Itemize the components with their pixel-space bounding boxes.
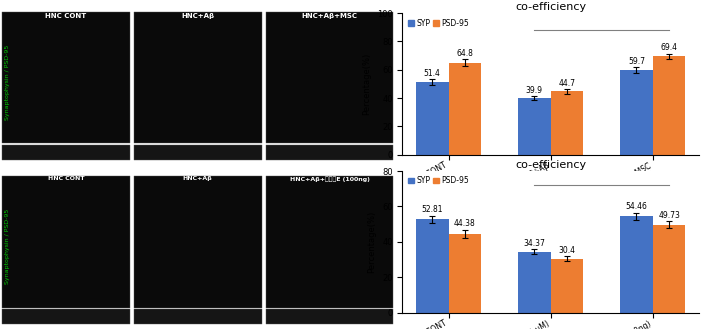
Text: HNC CONT: HNC CONT xyxy=(47,176,84,181)
Legend: SYP, PSD-95: SYP, PSD-95 xyxy=(406,17,471,29)
Bar xyxy=(416,82,448,155)
Text: HNC+Aβ: HNC+Aβ xyxy=(181,13,214,19)
Bar xyxy=(653,225,686,313)
Text: 69.4: 69.4 xyxy=(661,43,678,53)
Text: 34.37: 34.37 xyxy=(523,239,545,248)
Bar xyxy=(518,98,551,155)
Bar xyxy=(265,12,393,143)
Bar xyxy=(133,176,262,308)
Text: 54.46: 54.46 xyxy=(626,202,647,211)
Text: HNC+Aβ: HNC+Aβ xyxy=(183,176,213,181)
Y-axis label: Percentage(%): Percentage(%) xyxy=(368,211,376,273)
Bar xyxy=(620,70,653,155)
Bar xyxy=(2,145,130,160)
Legend: SYP, PSD-95: SYP, PSD-95 xyxy=(406,175,471,187)
Bar xyxy=(551,259,583,313)
Bar xyxy=(133,309,262,324)
Y-axis label: Percentage(%): Percentage(%) xyxy=(362,53,371,115)
Bar xyxy=(265,176,393,308)
Bar xyxy=(265,145,393,160)
Bar xyxy=(416,219,448,313)
Text: 59.7: 59.7 xyxy=(628,57,645,66)
Bar xyxy=(653,57,686,155)
Bar xyxy=(551,91,583,155)
Text: 52.81: 52.81 xyxy=(421,205,443,214)
Text: Synaptophysin / PSD-95: Synaptophysin / PSD-95 xyxy=(6,209,11,284)
Bar xyxy=(448,234,481,313)
Text: Synaptophysin / PSD-95: Synaptophysin / PSD-95 xyxy=(6,45,11,120)
Bar xyxy=(2,12,130,143)
Text: HNC+Aβ+MSC: HNC+Aβ+MSC xyxy=(301,13,357,19)
Text: 51.4: 51.4 xyxy=(424,69,441,78)
Text: 64.8: 64.8 xyxy=(457,49,473,58)
Text: HNC+Aβ+단백질E (100ng): HNC+Aβ+단백질E (100ng) xyxy=(289,176,369,182)
Text: HNC CONT: HNC CONT xyxy=(45,13,87,19)
Bar xyxy=(133,145,262,160)
Text: 44.38: 44.38 xyxy=(454,219,476,228)
Text: 39.9: 39.9 xyxy=(526,86,543,95)
Text: 30.4: 30.4 xyxy=(558,246,575,255)
Bar xyxy=(265,309,393,324)
Text: 49.73: 49.73 xyxy=(658,211,680,220)
Title: co-efficiency: co-efficiency xyxy=(515,160,586,170)
Bar xyxy=(2,176,130,308)
Bar xyxy=(518,252,551,313)
Bar xyxy=(448,63,481,155)
Bar xyxy=(133,12,262,143)
Bar xyxy=(620,216,653,313)
Title: co-efficiency: co-efficiency xyxy=(515,2,586,13)
Text: 44.7: 44.7 xyxy=(558,79,575,88)
Bar xyxy=(2,309,130,324)
